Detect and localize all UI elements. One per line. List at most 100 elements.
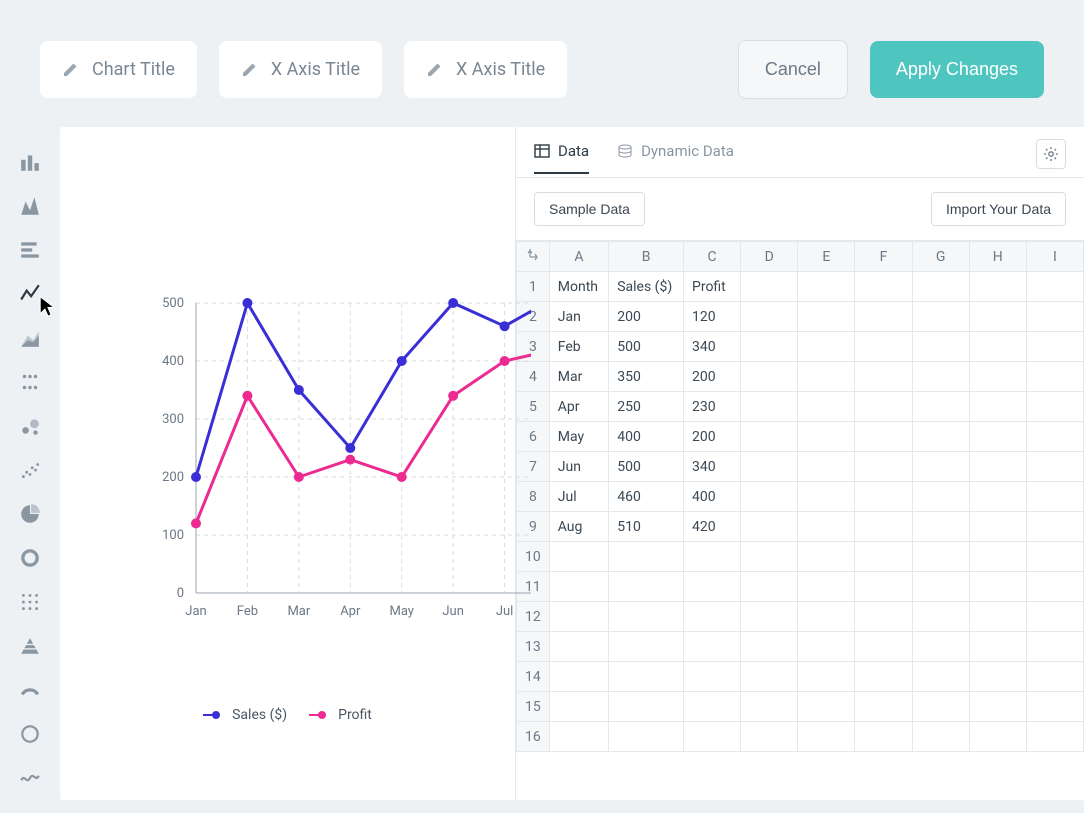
cell[interactable]: [1026, 512, 1083, 542]
cell[interactable]: [549, 692, 608, 722]
scatter-icon[interactable]: [19, 459, 41, 481]
cell[interactable]: [855, 272, 912, 302]
legend-item[interactable]: Sales ($): [203, 707, 287, 723]
ring-icon[interactable]: [19, 723, 41, 745]
col-header[interactable]: C: [684, 242, 741, 272]
col-header[interactable]: E: [798, 242, 855, 272]
cell[interactable]: [912, 362, 969, 392]
pie-icon[interactable]: [19, 503, 41, 525]
cell[interactable]: [912, 632, 969, 662]
row-header[interactable]: 14: [517, 662, 550, 692]
cell[interactable]: Jul: [549, 482, 608, 512]
cell[interactable]: [969, 482, 1026, 512]
col-header[interactable]: D: [741, 242, 798, 272]
cell[interactable]: [609, 692, 684, 722]
sample-data-button[interactable]: Sample Data: [534, 192, 645, 226]
cell[interactable]: 460: [609, 482, 684, 512]
cell[interactable]: [684, 722, 741, 752]
cell[interactable]: 200: [609, 302, 684, 332]
cell[interactable]: [741, 422, 798, 452]
cell[interactable]: [609, 722, 684, 752]
cell[interactable]: [969, 302, 1026, 332]
cell[interactable]: [969, 542, 1026, 572]
cell[interactable]: [969, 662, 1026, 692]
dots-icon[interactable]: [19, 371, 41, 393]
cell[interactable]: 200: [684, 422, 741, 452]
cell[interactable]: [855, 572, 912, 602]
cell[interactable]: [855, 392, 912, 422]
cell[interactable]: [855, 422, 912, 452]
cell[interactable]: [969, 392, 1026, 422]
cell[interactable]: [741, 542, 798, 572]
cell[interactable]: [798, 422, 855, 452]
cell[interactable]: [798, 482, 855, 512]
gauge-icon[interactable]: [19, 679, 41, 701]
cell[interactable]: [549, 572, 608, 602]
line-chart-icon[interactable]: [19, 283, 41, 305]
cell[interactable]: 350: [609, 362, 684, 392]
cell[interactable]: [1026, 392, 1083, 422]
cell[interactable]: [609, 542, 684, 572]
cell[interactable]: [741, 572, 798, 602]
cell[interactable]: [1026, 452, 1083, 482]
cell[interactable]: 420: [684, 512, 741, 542]
apply-changes-button[interactable]: Apply Changes: [870, 41, 1044, 98]
cell[interactable]: [969, 362, 1026, 392]
cell[interactable]: [969, 602, 1026, 632]
cell[interactable]: [912, 422, 969, 452]
cell[interactable]: [684, 692, 741, 722]
cell[interactable]: [912, 722, 969, 752]
cell[interactable]: [912, 572, 969, 602]
cell[interactable]: 400: [684, 482, 741, 512]
cancel-button[interactable]: Cancel: [738, 40, 848, 99]
cell[interactable]: [969, 332, 1026, 362]
cell[interactable]: [549, 722, 608, 752]
cell[interactable]: [741, 452, 798, 482]
xaxis-title-input[interactable]: X Axis Title: [219, 41, 382, 98]
cell[interactable]: [912, 392, 969, 422]
row-header[interactable]: 16: [517, 722, 550, 752]
pyramid-icon[interactable]: [19, 635, 41, 657]
cell[interactable]: [741, 362, 798, 392]
cell[interactable]: [741, 632, 798, 662]
cell[interactable]: [912, 512, 969, 542]
cell[interactable]: Jan: [549, 302, 608, 332]
wave-icon[interactable]: [19, 767, 41, 789]
cell[interactable]: [741, 332, 798, 362]
cell[interactable]: [969, 452, 1026, 482]
cell[interactable]: [741, 302, 798, 332]
cell[interactable]: [912, 692, 969, 722]
cell[interactable]: [798, 512, 855, 542]
cell[interactable]: [684, 602, 741, 632]
cell[interactable]: [798, 572, 855, 602]
cell[interactable]: [912, 452, 969, 482]
legend-item[interactable]: Profit: [309, 707, 372, 723]
cell[interactable]: Jun: [549, 452, 608, 482]
cell[interactable]: [855, 632, 912, 662]
cell[interactable]: [855, 482, 912, 512]
cell[interactable]: [798, 722, 855, 752]
cell[interactable]: [684, 662, 741, 692]
bubble-icon[interactable]: [19, 415, 41, 437]
cell[interactable]: [855, 662, 912, 692]
cell[interactable]: [1026, 602, 1083, 632]
cell[interactable]: [741, 272, 798, 302]
cell[interactable]: [798, 272, 855, 302]
cell[interactable]: [741, 482, 798, 512]
cell[interactable]: [549, 632, 608, 662]
cell[interactable]: [684, 632, 741, 662]
cell[interactable]: [798, 542, 855, 572]
cell[interactable]: [855, 692, 912, 722]
cell[interactable]: Profit: [684, 272, 741, 302]
cell[interactable]: [855, 602, 912, 632]
stacked-area-icon[interactable]: [19, 327, 41, 349]
cell[interactable]: 400: [609, 422, 684, 452]
cell[interactable]: [549, 662, 608, 692]
cell[interactable]: Apr: [549, 392, 608, 422]
cell[interactable]: 510: [609, 512, 684, 542]
cell[interactable]: [609, 572, 684, 602]
settings-button[interactable]: [1036, 139, 1066, 169]
cell[interactable]: 120: [684, 302, 741, 332]
cell[interactable]: [1026, 722, 1083, 752]
cell[interactable]: [798, 302, 855, 332]
